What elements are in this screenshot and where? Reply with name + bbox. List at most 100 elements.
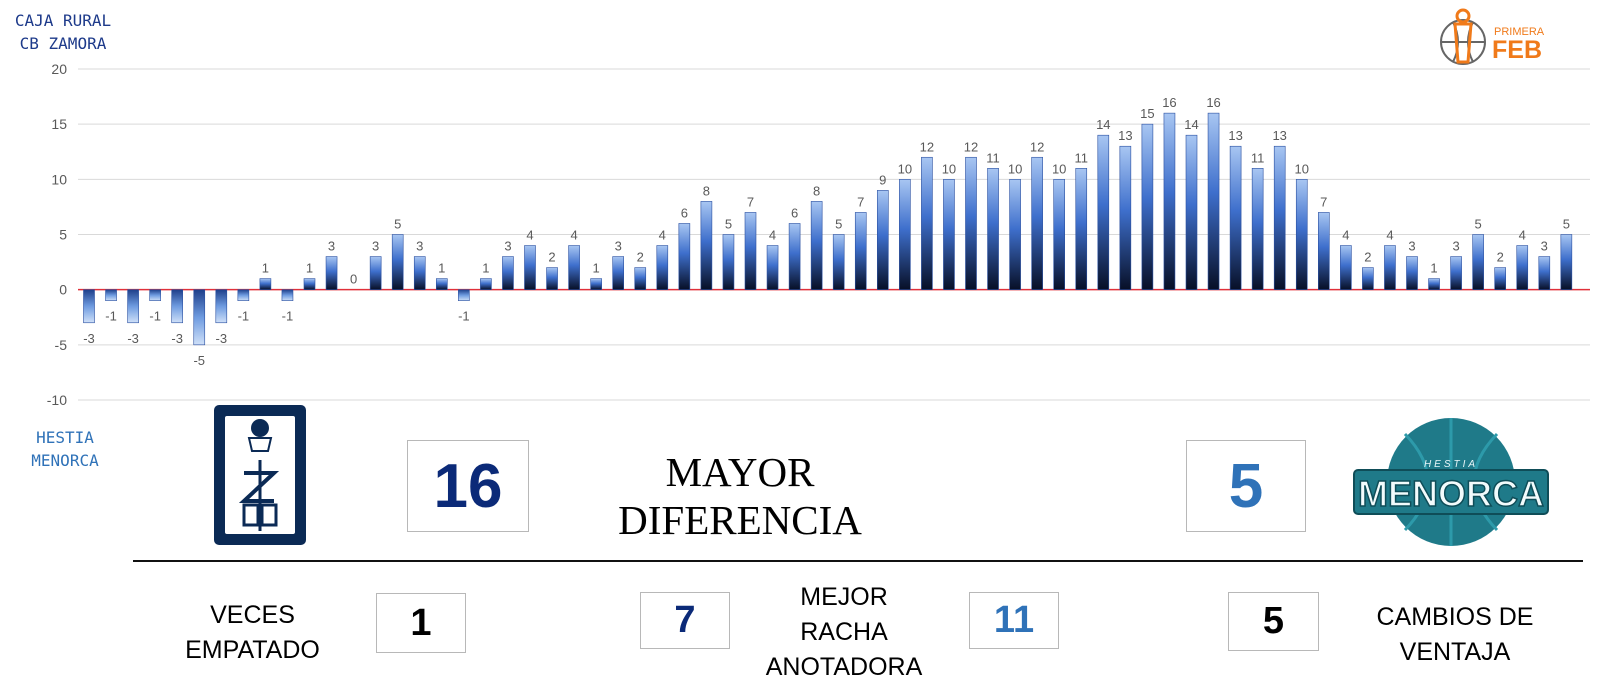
bar <box>590 278 602 290</box>
bar <box>171 289 183 324</box>
data-label: 7 <box>747 194 754 209</box>
data-label: 8 <box>703 183 710 198</box>
data-label: 14 <box>1184 117 1198 132</box>
data-label: 10 <box>1295 161 1309 176</box>
data-label: 1 <box>262 261 269 276</box>
home-run-box: 7 <box>640 592 730 649</box>
y-tick-label: 0 <box>59 282 67 298</box>
data-label: 4 <box>1386 228 1393 243</box>
data-label: 7 <box>1320 194 1327 209</box>
data-label: 3 <box>1452 239 1459 254</box>
data-label: 3 <box>416 239 423 254</box>
bar <box>435 278 448 290</box>
bar <box>1185 134 1198 290</box>
bar <box>1119 145 1132 290</box>
bar <box>524 245 536 290</box>
best-run-label: MEJOR RACHA ANOTADORA <box>765 583 923 681</box>
bar <box>1009 179 1021 290</box>
data-label: 10 <box>1008 161 1022 176</box>
data-label: -1 <box>149 309 161 324</box>
data-label: 5 <box>1475 217 1482 232</box>
away-run-box: 11 <box>969 592 1059 649</box>
data-label: 12 <box>1030 139 1044 154</box>
bar <box>987 168 999 290</box>
data-label: 4 <box>526 228 533 243</box>
bar <box>921 156 933 290</box>
bar <box>546 267 558 290</box>
data-label: 3 <box>372 239 379 254</box>
bar <box>1229 145 1242 290</box>
bar <box>1097 134 1110 290</box>
data-label: 13 <box>1272 128 1286 143</box>
data-label: 1 <box>593 261 600 276</box>
away-max-diff-box: 5 <box>1186 440 1306 532</box>
data-label: 6 <box>681 205 688 220</box>
bar <box>1031 156 1043 290</box>
max-diff-title: MAYOR DIFERENCIA <box>618 449 862 543</box>
bar <box>391 234 404 290</box>
data-label: 15 <box>1140 106 1154 121</box>
bar <box>1450 256 1462 290</box>
divider-line <box>133 560 1583 562</box>
bar <box>480 278 492 290</box>
data-label: 5 <box>725 217 732 232</box>
bar <box>700 201 713 290</box>
away-logo-main-text: MENORCA <box>1358 473 1544 514</box>
bar <box>612 256 625 290</box>
bar <box>1075 168 1088 290</box>
data-label: 1 <box>1430 261 1437 276</box>
bar <box>1516 245 1529 290</box>
data-label: 4 <box>769 228 776 243</box>
data-label: -1 <box>105 309 117 324</box>
bar <box>744 212 757 290</box>
data-label: 9 <box>879 172 886 187</box>
bar <box>237 289 250 301</box>
data-label: 2 <box>637 250 644 265</box>
bar <box>1494 267 1506 290</box>
bar <box>193 289 206 346</box>
bar <box>1207 112 1220 290</box>
data-label: 1 <box>482 261 489 276</box>
bar <box>215 289 228 324</box>
home-run-value: 7 <box>674 599 696 641</box>
bar <box>1251 168 1264 290</box>
data-label: 5 <box>394 217 401 232</box>
bar <box>1163 112 1176 290</box>
bar <box>259 278 272 290</box>
away-team-label: HESTIA MENORCA <box>31 428 99 470</box>
bar <box>832 234 845 290</box>
data-label: -1 <box>238 309 250 324</box>
data-label: -1 <box>458 309 470 324</box>
data-label: 2 <box>1497 250 1504 265</box>
y-tick-label: -5 <box>55 337 68 353</box>
bar <box>149 289 161 301</box>
data-label: 12 <box>964 139 978 154</box>
bar <box>1340 245 1352 290</box>
bar <box>1295 179 1308 290</box>
data-label: 3 <box>1541 239 1548 254</box>
y-tick-label: 5 <box>59 227 67 243</box>
data-label: 10 <box>1052 161 1066 176</box>
away-logo-small-text: HESTIA <box>1424 459 1478 470</box>
ties-box: 1 <box>376 593 466 653</box>
data-label: -3 <box>171 331 183 346</box>
bar <box>634 267 647 290</box>
data-label: -3 <box>83 331 95 346</box>
bar <box>678 223 691 290</box>
bar <box>899 179 911 290</box>
ties-value: 1 <box>410 601 432 644</box>
home-max-diff-box: 16 <box>407 440 529 532</box>
bar <box>766 245 779 290</box>
bar <box>876 190 889 290</box>
data-label: 3 <box>1408 239 1415 254</box>
bar <box>502 256 514 290</box>
bar <box>127 289 139 324</box>
bar <box>281 289 294 301</box>
away-team-logo: HESTIA MENORCA <box>1353 418 1549 546</box>
data-label: 11 <box>1251 150 1265 165</box>
data-label: 11 <box>986 150 1000 165</box>
data-label: 7 <box>857 194 864 209</box>
bar <box>568 245 580 290</box>
home-max-diff-value: 16 <box>433 451 503 521</box>
